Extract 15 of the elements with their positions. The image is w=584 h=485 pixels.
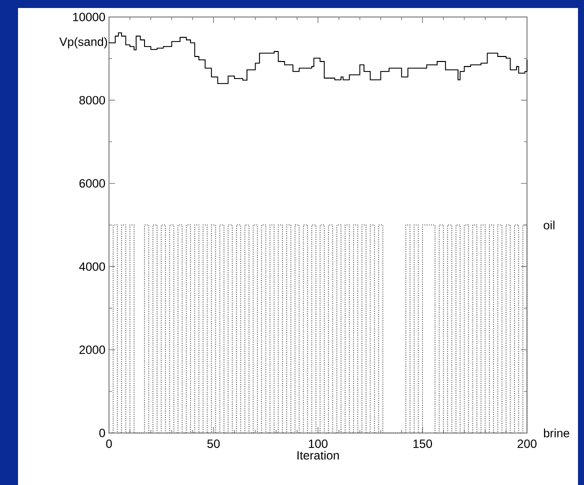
x-tick-label: 150 xyxy=(413,440,432,448)
y-tick-label: 0 xyxy=(99,428,106,438)
series-label: Vp(sand) xyxy=(59,37,108,48)
x-tick-label: 50 xyxy=(207,440,220,448)
x-tick-label: 200 xyxy=(518,440,537,448)
x-tick-label: 100 xyxy=(308,440,328,448)
y-tick-label: 6000 xyxy=(80,179,106,188)
y-tick-label: 10000 xyxy=(73,12,106,22)
annotation: oil xyxy=(544,220,554,230)
y-tick-label: 4000 xyxy=(79,262,106,271)
x-axis-title: Iteration xyxy=(298,450,339,460)
y-tick-label: 2000 xyxy=(79,346,106,354)
y-tick-label: 8000 xyxy=(79,96,106,104)
x-tick-label: 0 xyxy=(106,440,112,448)
annotation: brine xyxy=(544,428,570,438)
